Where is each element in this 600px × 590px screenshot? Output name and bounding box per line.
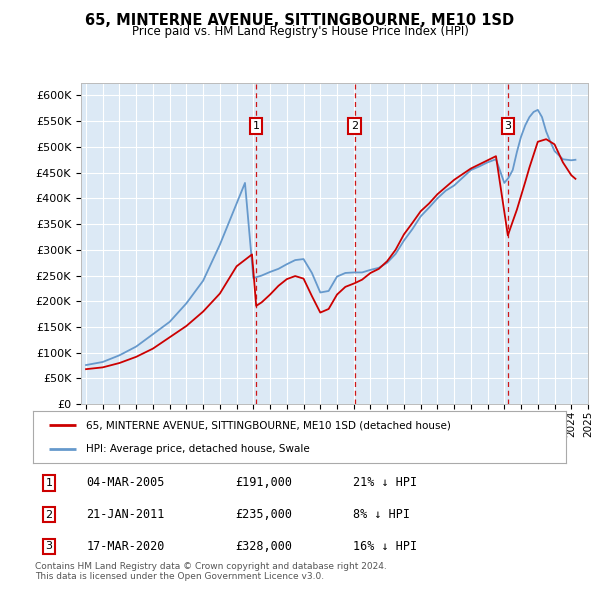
Text: 1: 1 bbox=[253, 121, 260, 131]
Text: £328,000: £328,000 bbox=[235, 540, 292, 553]
Text: 1: 1 bbox=[46, 478, 52, 488]
Text: 04-MAR-2005: 04-MAR-2005 bbox=[86, 477, 164, 490]
Text: 2: 2 bbox=[351, 121, 358, 131]
Text: £191,000: £191,000 bbox=[235, 477, 292, 490]
Text: Price paid vs. HM Land Registry's House Price Index (HPI): Price paid vs. HM Land Registry's House … bbox=[131, 25, 469, 38]
Text: Contains HM Land Registry data © Crown copyright and database right 2024.
This d: Contains HM Land Registry data © Crown c… bbox=[35, 562, 386, 581]
Text: 3: 3 bbox=[505, 121, 511, 131]
Text: 3: 3 bbox=[46, 542, 52, 552]
Text: 65, MINTERNE AVENUE, SITTINGBOURNE, ME10 1SD (detached house): 65, MINTERNE AVENUE, SITTINGBOURNE, ME10… bbox=[86, 420, 451, 430]
Text: 17-MAR-2020: 17-MAR-2020 bbox=[86, 540, 164, 553]
Text: 21% ↓ HPI: 21% ↓ HPI bbox=[353, 477, 417, 490]
Text: 16% ↓ HPI: 16% ↓ HPI bbox=[353, 540, 417, 553]
Text: £235,000: £235,000 bbox=[235, 508, 292, 521]
Text: 2: 2 bbox=[46, 510, 53, 520]
Text: 65, MINTERNE AVENUE, SITTINGBOURNE, ME10 1SD: 65, MINTERNE AVENUE, SITTINGBOURNE, ME10… bbox=[85, 13, 515, 28]
Text: HPI: Average price, detached house, Swale: HPI: Average price, detached house, Swal… bbox=[86, 444, 310, 454]
Text: 21-JAN-2011: 21-JAN-2011 bbox=[86, 508, 164, 521]
Text: 8% ↓ HPI: 8% ↓ HPI bbox=[353, 508, 410, 521]
